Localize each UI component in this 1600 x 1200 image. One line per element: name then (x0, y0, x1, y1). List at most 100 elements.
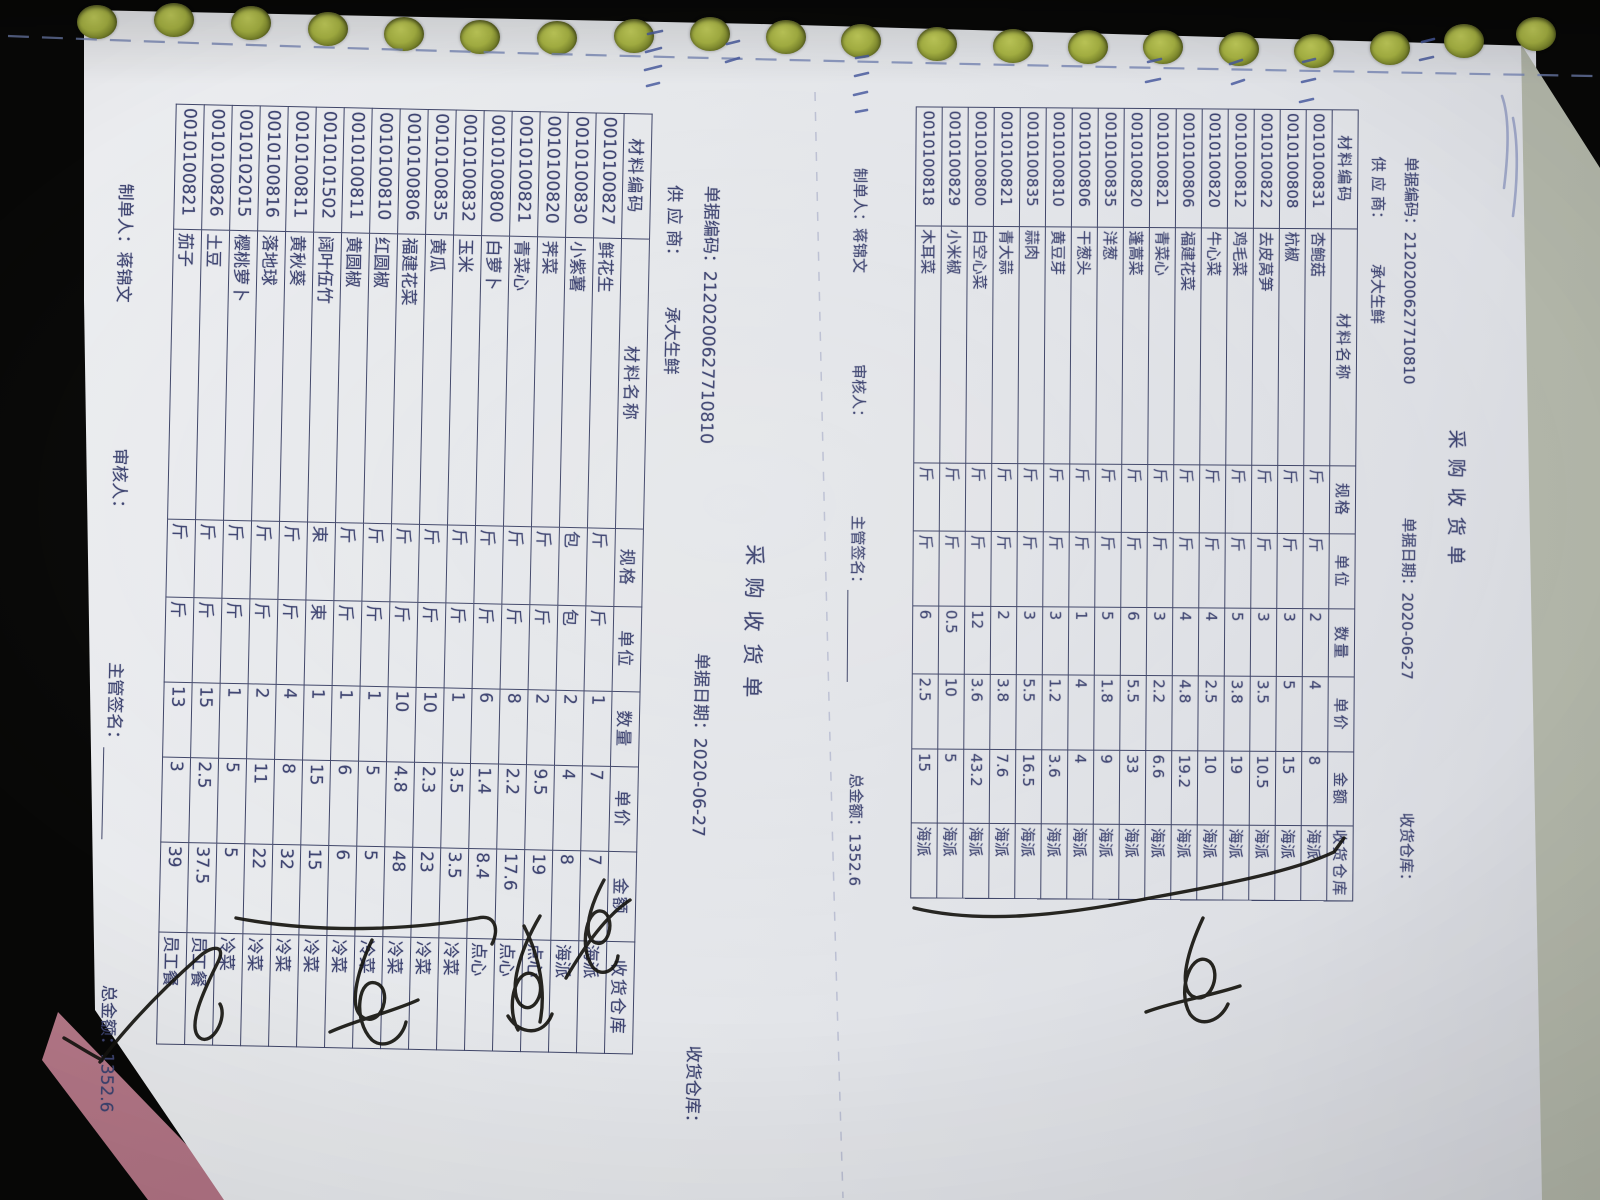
table-cell: 0010100821 (173, 104, 205, 230)
column-header: 金额 (1327, 752, 1354, 826)
sprocket-hole (77, 5, 117, 39)
table-cell: 冷菜 (380, 936, 411, 1050)
doc-code-value: 2120200627710810 (1399, 231, 1419, 385)
table-cell: 斤 (529, 526, 560, 606)
table-cell: 斤 (1042, 531, 1070, 608)
table-cell: 0010100812 (1227, 109, 1255, 228)
supplier-line: 供 应 商： 承大生鲜 (1363, 102, 1390, 902)
table-cell: 3 (160, 757, 191, 843)
table-cell: 0010100826 (201, 104, 233, 231)
table-cell: 斤 (1224, 532, 1252, 609)
doc-meta-line: 单据编码： 2120200627710810 单据日期： 2020-06-27 … (1396, 102, 1423, 902)
column-header: 材料编码 (621, 113, 653, 240)
table-cell: 海派 (1066, 823, 1094, 900)
table-cell: 11 (244, 758, 275, 845)
table-row: 0010100835 洋葱斤斤 5 1.8 9 海派 (1092, 108, 1125, 900)
table-cell: 0010100821 (509, 111, 541, 237)
table-cell: 斤 (913, 462, 940, 532)
sprocket-hole (1516, 17, 1556, 51)
column-header: 规格 (613, 528, 644, 608)
table-cell: 斤 (473, 525, 504, 605)
table-cell: 斤 (1016, 531, 1044, 608)
table-cell: 海派 (1222, 824, 1250, 901)
table-header-row: 材料编码 材料名称 规格 单位 数量 单价 金额 收货仓库 (1326, 109, 1359, 901)
maker-value: 蒋锦文 (112, 251, 134, 303)
table-cell: 2 (526, 689, 557, 766)
table-cell: 7 (578, 850, 609, 942)
table-cell: 斤 (1251, 465, 1278, 534)
sprocket-hole (460, 20, 500, 54)
doc-footer: 制单人： 蒋锦文 审核人： 主管签名： 总金额： 1352.6 (845, 98, 872, 898)
table-cell: 冷菜 (436, 937, 467, 1051)
table-row: 0010100810 黄豆芽斤斤 3 1.2 3.6 海派 (1040, 107, 1073, 899)
table-cell: 0010100808 (1279, 109, 1307, 229)
table-cell: 6 (328, 760, 359, 847)
table-cell: 0010100820 (1201, 108, 1229, 228)
table-cell: 斤 (361, 523, 392, 602)
table-cell: 海派 (576, 940, 607, 1054)
table-cell: 0010100800 (481, 110, 513, 237)
table-cell: 4 (1067, 750, 1094, 825)
table-cell: 海派 (1092, 824, 1120, 900)
table-cell: 33 (1119, 750, 1146, 825)
table-cell: 0010100806 (1175, 108, 1203, 228)
receipt-page-2: 采购收货单 单据编码： 2120200627710810 单据日期： 2020-… (44, 87, 806, 1152)
warehouse-label: 收货仓库： (1397, 812, 1416, 888)
column-header: 单价 (1327, 676, 1355, 753)
table-row: 0010100822 去皮莴笋斤斤 3 3.5 10.5 海派 (1248, 109, 1281, 901)
table-cell: 斤 (192, 597, 222, 684)
sprocket-hole (1294, 34, 1334, 68)
table-cell: 杭椒 (1277, 228, 1306, 466)
table-cell: 0010100822 (1253, 109, 1281, 229)
table-cell: 海派 (910, 822, 938, 899)
table-cell: 10.5 (1249, 751, 1276, 826)
supplier-label: 供 应 商： (662, 184, 685, 265)
table-cell: 白空心菜 (965, 225, 994, 464)
supplier-value: 承大生鲜 (660, 306, 682, 375)
items-table: 材料编码 材料名称 规格 单位 数量 单价 金额 收货仓库 0010100831 杏鲍菇斤斤 2 4… (910, 106, 1359, 901)
table-cell: 7 (580, 765, 611, 852)
table-cell: 7.6 (989, 749, 1016, 824)
supervisor-label: 主管签名： (848, 515, 867, 591)
table-cell: 0010100830 (565, 112, 597, 238)
table-cell: 39 (158, 842, 189, 933)
sprocket-hole (690, 17, 730, 51)
table-cell: 去皮莴笋 (1251, 227, 1280, 466)
table-cell: 10 (386, 686, 417, 763)
table-cell: 5 (354, 846, 385, 937)
table-cell: 5 (214, 843, 245, 934)
table-cell: 斤 (332, 600, 362, 687)
table-cell: 3.5 (440, 762, 471, 849)
table-cell: 束 (304, 600, 334, 686)
doc-date-label: 单据日期： (689, 652, 712, 739)
table-cell: 6.6 (1145, 750, 1172, 825)
table-row: 0010100821 青菜心斤斤 3 2.2 6.6 海派 (1144, 108, 1177, 900)
table-cell: 0010100835 (1019, 107, 1047, 227)
table-cell: 斤 (528, 604, 558, 691)
table-cell: 8 (550, 850, 581, 941)
table-cell: 43.2 (963, 749, 990, 824)
sprocket-hole (384, 17, 424, 51)
maker-label: 制单人： (850, 167, 870, 229)
table-cell: 青大蒜 (991, 226, 1020, 464)
table-cell: 冷菜 (212, 933, 243, 1046)
table-cell: 斤 (1302, 533, 1330, 610)
table-cell: 10 (414, 687, 445, 763)
table-cell: 1.8 (1093, 675, 1121, 751)
sprocket-hole (766, 20, 806, 54)
sprocket-hole (154, 3, 194, 37)
table-cell: 点心 (464, 938, 495, 1052)
table-cell: 海派 (1274, 825, 1302, 901)
table-cell: 斤 (500, 604, 530, 690)
table-cell: 斤 (248, 598, 278, 685)
table-cell: 0010100818 (915, 106, 943, 226)
table-cell: 斤 (1068, 531, 1096, 608)
table-cell: 4 (552, 765, 583, 851)
table-cell: 0010101502 (313, 107, 345, 233)
table-cell: 10 (937, 674, 965, 750)
maker-value: 蒋锦文 (850, 227, 869, 274)
sprocket-hole (537, 21, 577, 55)
table-cell: 1 (442, 687, 473, 764)
table-cell: 束 (305, 522, 336, 601)
table-cell: 蓬蒿菜 (1121, 227, 1150, 465)
